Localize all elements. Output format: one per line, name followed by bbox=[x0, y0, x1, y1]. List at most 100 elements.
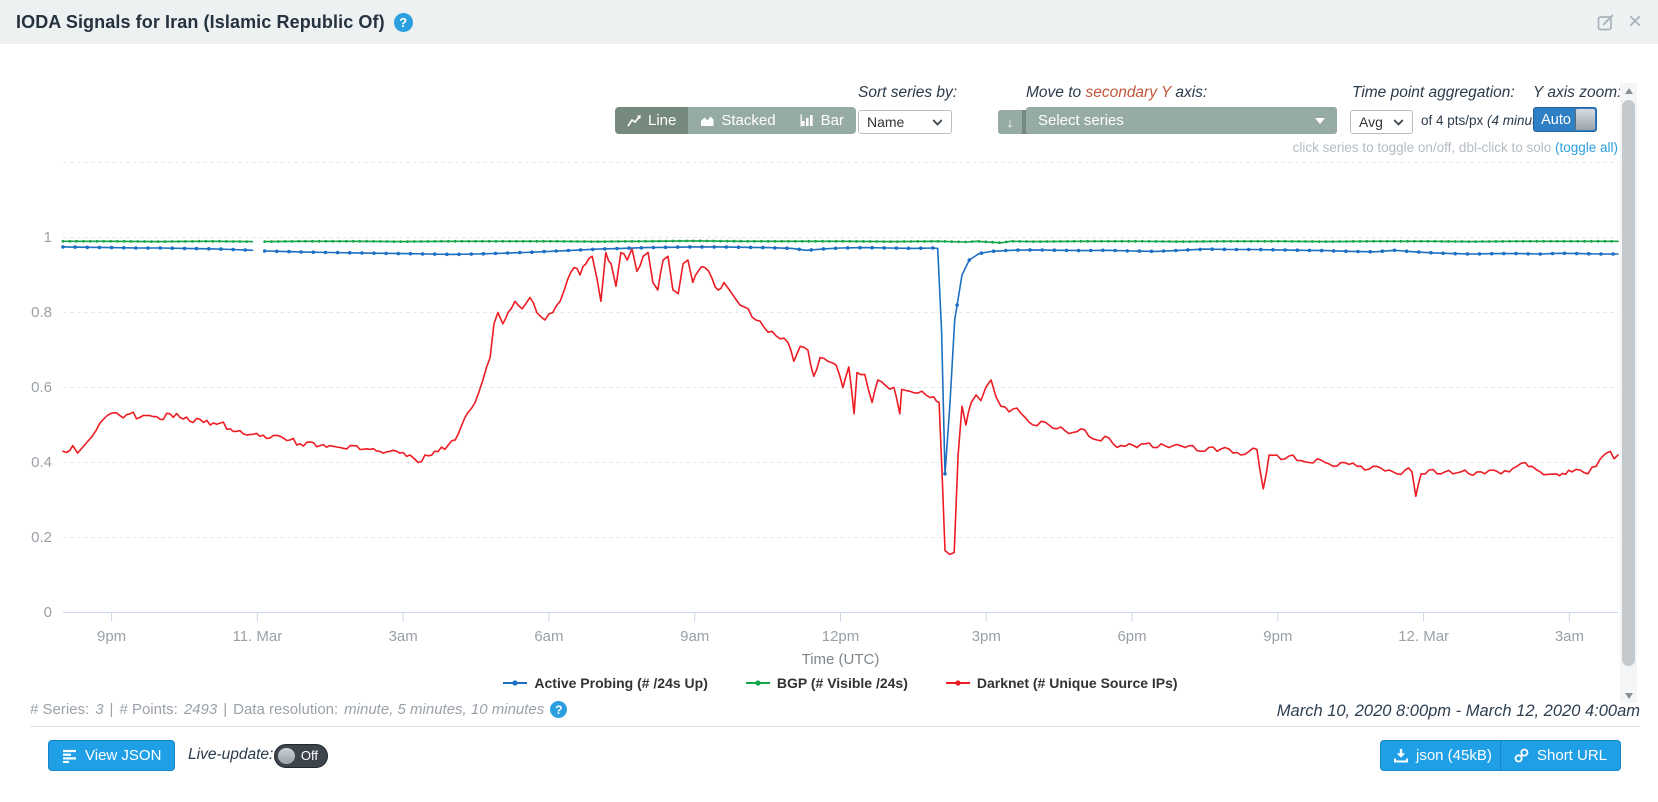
short-url-button[interactable]: Short URL bbox=[1500, 740, 1622, 771]
series-marker bbox=[1040, 248, 1044, 252]
series-marker bbox=[535, 239, 539, 243]
series-toggle-hint: click series to toggle on/off, dbl-click… bbox=[1293, 140, 1618, 155]
secondary-axis-series-select[interactable]: Select series bbox=[1026, 107, 1337, 134]
chart-type-stacked-label: Stacked bbox=[721, 112, 776, 129]
x-axis-title: Time (UTC) bbox=[801, 651, 880, 668]
chart-type-line-button[interactable]: Line bbox=[615, 107, 689, 134]
series-marker bbox=[918, 246, 923, 250]
y-tick-label: 0.4 bbox=[31, 453, 52, 471]
live-update-toggle[interactable]: Off bbox=[274, 744, 328, 768]
series-marker bbox=[311, 250, 316, 254]
series-marker bbox=[338, 239, 341, 243]
stats-help-icon[interactable]: ? bbox=[550, 701, 568, 718]
chart-type-switch: Line Stacked Bar bbox=[615, 107, 856, 134]
series-marker bbox=[542, 239, 545, 243]
series-marker bbox=[664, 239, 668, 243]
series-marker bbox=[324, 239, 328, 243]
x-tick-label: 3am bbox=[388, 628, 418, 645]
download-icon bbox=[1394, 749, 1408, 763]
series-marker bbox=[1515, 239, 1518, 243]
series-marker bbox=[243, 248, 247, 252]
series-marker bbox=[773, 239, 777, 243]
series-marker bbox=[365, 239, 369, 243]
series-marker bbox=[787, 239, 790, 243]
aggregation-select[interactable]: Avg bbox=[1350, 110, 1413, 134]
series-marker bbox=[1134, 239, 1137, 243]
series-marker bbox=[1045, 240, 1049, 243]
series-marker bbox=[1234, 247, 1239, 252]
legend-item-bgp[interactable]: BGP (# Visible /24s) bbox=[745, 675, 908, 691]
view-json-button[interactable]: View JSON bbox=[48, 740, 176, 771]
series-marker bbox=[964, 240, 967, 244]
divider bbox=[30, 726, 1640, 727]
series-marker bbox=[116, 239, 119, 243]
series-marker bbox=[453, 239, 457, 243]
series-marker bbox=[1161, 240, 1165, 243]
series-marker bbox=[528, 239, 532, 243]
series-marker bbox=[657, 239, 661, 243]
series-marker bbox=[780, 239, 784, 243]
window-actions: × bbox=[1596, 8, 1642, 35]
legend-item-active-probing[interactable]: Active Probing (# /24s Up) bbox=[503, 675, 708, 691]
series-marker bbox=[1100, 239, 1103, 243]
series-marker bbox=[841, 239, 845, 243]
chart-scrollbar[interactable] bbox=[1620, 83, 1637, 703]
chart-type-bar-button[interactable]: Bar bbox=[787, 107, 856, 134]
series-marker bbox=[156, 240, 160, 244]
legend-item-darknet[interactable]: Darknet (# Unique Source IPs) bbox=[945, 675, 1178, 691]
series-marker bbox=[1587, 252, 1591, 256]
sort-descending-button[interactable]: ↓ bbox=[998, 110, 1022, 134]
sort-by-select[interactable]: Name bbox=[858, 110, 952, 134]
series-marker bbox=[1603, 239, 1607, 243]
y-tick-label: 0.6 bbox=[31, 378, 52, 396]
edit-icon[interactable] bbox=[1596, 13, 1615, 32]
series-marker bbox=[834, 239, 838, 243]
series-line-active-probing-24s-up[interactable] bbox=[62, 246, 254, 252]
series-marker bbox=[170, 240, 174, 243]
series-marker bbox=[977, 240, 981, 243]
series-count-label: # Series: bbox=[30, 701, 90, 718]
series-marker bbox=[372, 251, 376, 255]
series-marker bbox=[827, 239, 831, 243]
scroll-down-button[interactable] bbox=[1620, 688, 1637, 703]
download-json-button[interactable]: json (45kB) bbox=[1380, 740, 1506, 771]
title-help-icon[interactable]: ? bbox=[393, 12, 413, 32]
series-marker bbox=[445, 252, 449, 257]
series-line-darknet-unique-source-ips[interactable] bbox=[62, 248, 1619, 556]
scroll-up-button[interactable] bbox=[1620, 83, 1637, 98]
chart-stats: # Series: 3 | # Points: 2493 | Data reso… bbox=[30, 701, 568, 718]
series-marker bbox=[440, 239, 443, 243]
series-marker bbox=[1089, 248, 1093, 253]
legend-label: Active Probing (# /24s Up) bbox=[534, 675, 708, 691]
series-marker bbox=[691, 239, 695, 243]
series-marker bbox=[797, 247, 801, 252]
separator: | bbox=[223, 701, 228, 718]
x-tick-label: 3am bbox=[1554, 628, 1584, 645]
x-tick-label: 9pm bbox=[1263, 628, 1293, 645]
list-icon bbox=[63, 749, 76, 763]
series-marker bbox=[408, 251, 413, 256]
series-marker bbox=[1611, 252, 1615, 256]
series-marker bbox=[68, 239, 72, 243]
series-marker bbox=[705, 239, 709, 243]
series-marker bbox=[936, 239, 940, 243]
close-icon[interactable]: × bbox=[1627, 8, 1642, 35]
series-marker bbox=[420, 252, 425, 256]
y-axis-zoom-toggle[interactable]: Auto bbox=[1533, 107, 1597, 132]
series-marker bbox=[651, 245, 656, 250]
series-marker bbox=[675, 245, 680, 249]
series-marker bbox=[1535, 239, 1539, 243]
series-marker bbox=[1351, 240, 1355, 243]
toggle-all-link[interactable]: (toggle all) bbox=[1554, 140, 1618, 155]
series-marker bbox=[1310, 240, 1314, 243]
series-marker bbox=[1317, 240, 1321, 244]
series-marker bbox=[224, 240, 228, 243]
dialog-title: IODA Signals for Iran (Islamic Republic … bbox=[16, 11, 385, 32]
scrollbar-thumb[interactable] bbox=[1622, 100, 1635, 666]
x-tick-label: 6pm bbox=[1117, 628, 1147, 645]
series-marker bbox=[555, 239, 559, 243]
chart-type-stacked-button[interactable]: Stacked bbox=[688, 107, 788, 134]
series-marker bbox=[347, 251, 352, 255]
series-marker bbox=[1372, 239, 1375, 243]
